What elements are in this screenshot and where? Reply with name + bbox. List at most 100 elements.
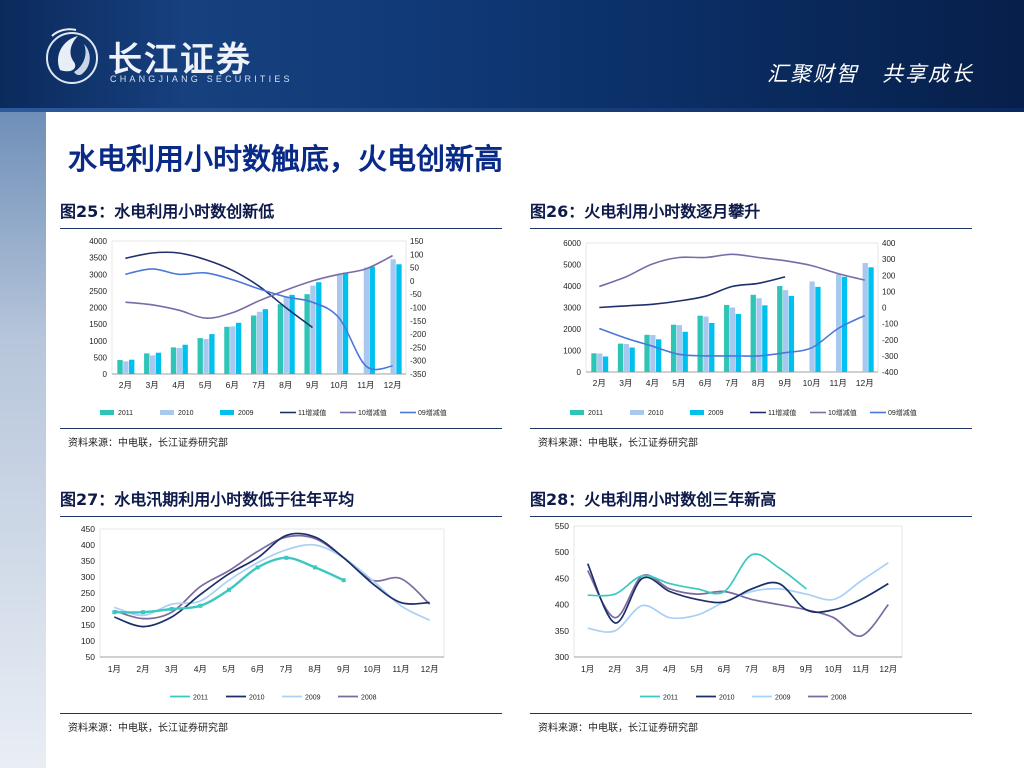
x-tick-label: 10月 [330,380,348,390]
figure-title: 图26：火电利用小时数逐月攀升 [530,202,761,221]
y-tick-label: 300 [555,652,569,662]
y-tick-label: 550 [555,521,569,531]
y-tick-label: 5000 [563,261,581,270]
bar-2011 [197,338,203,374]
divider [530,228,972,229]
y2-tick-label: 200 [882,271,896,280]
logo-name: 长江证券 [108,40,252,80]
x-tick-label: 5月 [690,664,703,674]
y2-tick-label: -300 [882,352,899,361]
bar-2011 [617,343,624,372]
x-tick-label: 3月 [636,664,649,674]
bar-2011 [724,304,730,372]
page-title: 水电利用小时数触底，火电创新高 [68,142,504,176]
y-tick-label: 4000 [563,282,581,291]
bar-2010 [310,285,316,374]
figure-28-panel: 图28：火电利用小时数创三年新高 300 350 400 450 500 550 1月 2月 3… [530,486,972,736]
y2-tick-label: -150 [410,317,427,326]
y-tick-label: 500 [94,353,108,362]
bar-2010 [703,316,709,372]
x-tick-label: 10月 [363,664,381,674]
x-tick-label: 12月 [384,380,402,390]
bar-2009 [629,347,635,372]
figure-title: 图27：水电汛期利用小时数低于往年平均 [60,490,355,509]
line-2010 [586,563,889,624]
logo-subtitle: CHANGJIANG SECURITIES [110,74,293,84]
x-tick-label: 2月 [608,664,621,674]
bar-2010 [283,296,289,374]
bar-2011 [777,286,783,372]
bar-2009 [396,264,402,374]
x-tick-label: 1月 [581,664,594,674]
bar-2011 [670,324,677,372]
line-11增减值 [599,276,786,309]
y-tick-label: 4000 [89,237,107,246]
legend-label: 11增减值 [298,408,326,417]
y2-tick-label: 300 [882,255,896,264]
chart-hydro-hours: 05001000150020002500300035004000-350-300… [89,237,447,417]
bar-2009 [762,305,768,372]
bar-2011 [170,347,177,374]
bar-2011 [750,294,756,372]
x-tick-label: 4月 [194,664,207,674]
bar-2009 [289,294,295,374]
x-tick-label: 5月 [222,664,235,674]
x-tick-label: 2月 [136,664,149,674]
x-tick-label: 6月 [699,378,712,388]
bar-2010 [256,311,263,374]
x-tick-label: 9月 [778,378,791,388]
divider [530,713,972,714]
y2-tick-label: -250 [410,343,427,352]
marker-2011 [284,555,289,560]
bar-2010 [623,344,629,372]
y2-tick-label: -300 [410,357,427,366]
bar-2009 [868,267,874,372]
line-2010 [114,532,430,628]
x-tick-label: 12月 [421,664,439,674]
x-tick-label: 6月 [226,380,239,390]
x-tick-label: 8月 [279,380,292,390]
legend-label: 11增减值 [768,408,796,417]
y2-tick-label: 100 [410,250,424,259]
y2-tick-label: 0 [410,277,415,286]
marker-2011 [141,610,145,615]
plot-area [99,528,445,658]
y2-tick-label: -50 [410,290,422,299]
y-tick-label: 400 [81,540,95,550]
divider [60,713,502,714]
marker-2011 [313,565,317,570]
x-tick-label: 6月 [718,664,731,674]
y-tick-label: 300 [81,572,95,582]
x-tick-label: 12月 [856,378,874,388]
figure-title: 图25：水电利用小时数创新低 [60,202,275,221]
y-tick-label: 1000 [89,337,107,346]
bar-2009 [788,295,795,372]
bar-2010 [390,259,396,374]
y2-tick-label: -100 [882,320,899,329]
bar-2010 [123,361,129,374]
bar-2009 [235,322,242,374]
y2-tick-label: -350 [410,370,427,379]
legend-label: 09增减值 [888,408,917,417]
y2-tick-label: -200 [882,336,899,345]
x-tick-label: 11月 [852,664,869,674]
y2-tick-label: -400 [882,368,899,377]
x-tick-label: 8月 [308,664,321,674]
y-tick-label: 150 [81,620,95,630]
y-tick-label: 2000 [563,325,581,334]
x-tick-label: 5月 [672,378,685,388]
legend-label: 2009 [305,695,321,702]
x-tick-label: 7月 [725,378,738,388]
line-2009 [114,543,431,621]
legend-label: 09增减值 [418,408,447,417]
chart-hydro-flood-season: 50 100 150 200 250 300 350 400 450 1月 2月 3月 4月 5月 6月 7月… [81,524,445,702]
legend-label: 2009 [238,410,254,417]
bar-2009 [129,359,135,374]
y-tick-label: 0 [103,370,108,379]
x-tick-label: 4月 [663,664,676,674]
bar-2010 [176,348,182,374]
legend-label: 2009 [708,410,724,417]
bar-2011 [117,360,123,374]
bar-2010 [230,326,236,374]
plot-area [573,525,903,658]
